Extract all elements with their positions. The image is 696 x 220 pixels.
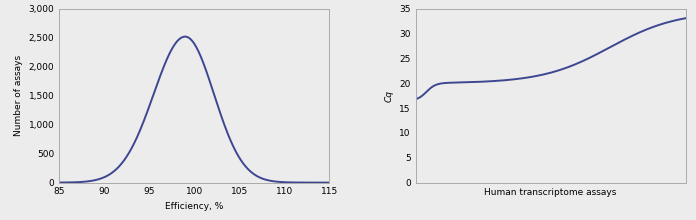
Y-axis label: Number of assays: Number of assays	[14, 55, 23, 136]
X-axis label: Human transcriptome assays: Human transcriptome assays	[484, 188, 617, 197]
X-axis label: Efficiency, %: Efficiency, %	[165, 202, 223, 211]
Y-axis label: Cq: Cq	[385, 90, 394, 102]
